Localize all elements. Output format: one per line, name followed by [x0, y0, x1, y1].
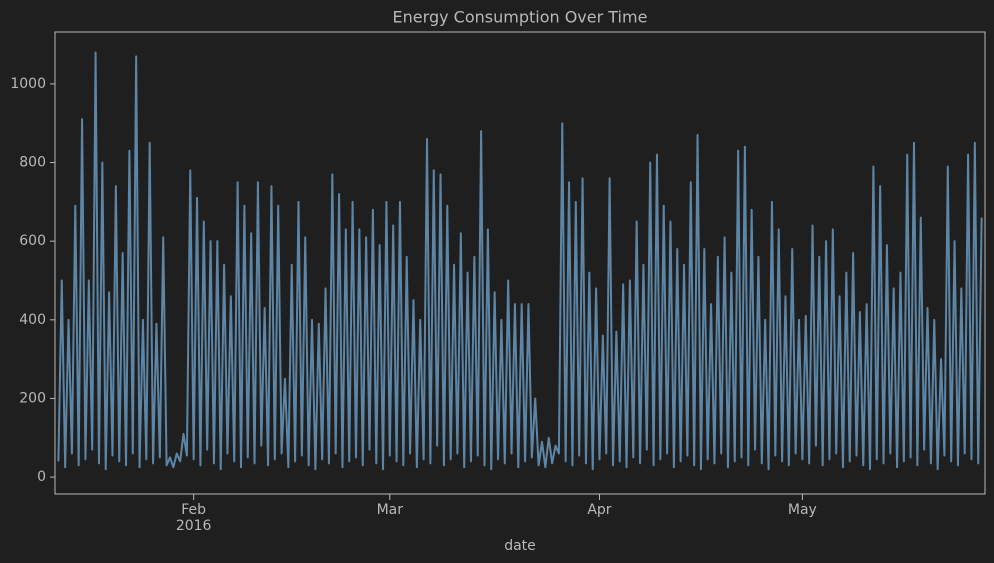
y-tick-label: 600 [19, 233, 46, 249]
x-tick-label: May [788, 502, 817, 518]
plot-frame [54, 31, 986, 495]
y-tick-label: 0 [37, 469, 46, 485]
x-tick-label: Apr [587, 502, 611, 518]
y-tick-label: 800 [19, 155, 46, 171]
y-tick-label: 400 [19, 312, 46, 328]
x-axis-label: date [504, 538, 536, 554]
y-tick-label: 200 [19, 390, 46, 406]
x-tick-label: Mar [377, 502, 404, 518]
chart-title: Energy Consumption Over Time [393, 8, 648, 27]
x-tick-label: Feb [181, 502, 206, 518]
y-tick-label: 1000 [10, 76, 46, 92]
series-line [57, 51, 983, 471]
x-year-label: 2016 [176, 518, 212, 534]
